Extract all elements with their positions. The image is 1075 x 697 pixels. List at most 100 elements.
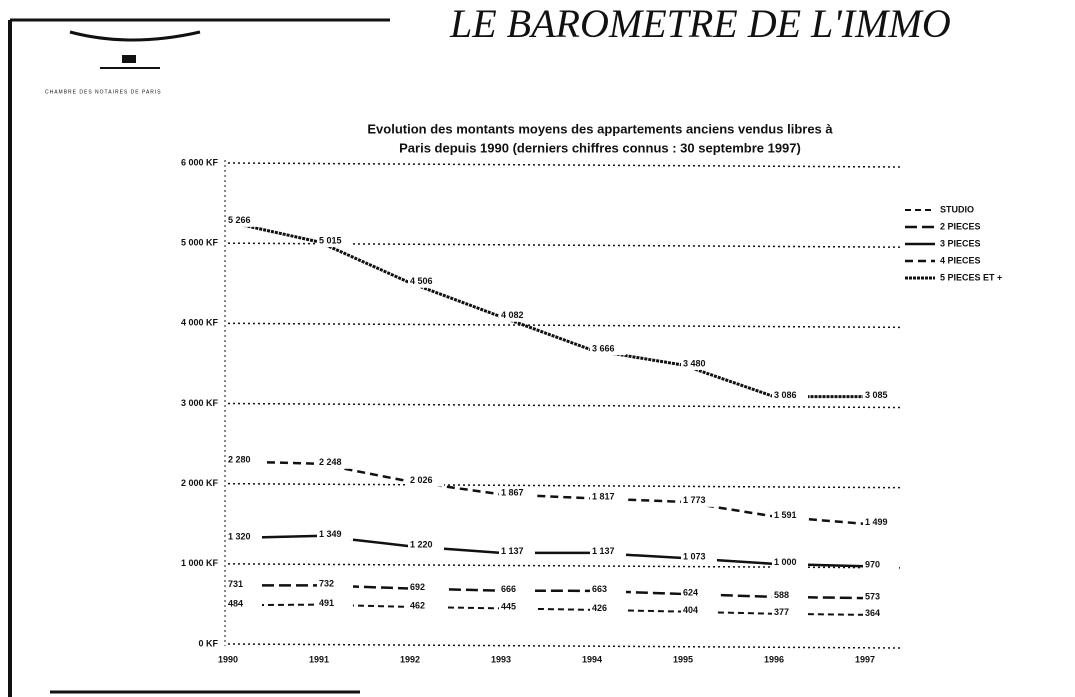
grid-line: [227, 402, 901, 409]
label-bg: [863, 559, 899, 572]
label-bg: [772, 606, 808, 619]
value-label: 692: [410, 582, 425, 592]
value-label: 731: [228, 579, 243, 589]
label-bg: [226, 578, 262, 591]
value-label: 3 480: [683, 358, 706, 368]
value-label: 5 266: [228, 215, 251, 225]
label-bg: [408, 474, 444, 487]
label-bg: [226, 454, 262, 467]
grid-line: [227, 322, 901, 329]
grid-line: [227, 643, 901, 649]
label-bg: [590, 491, 626, 504]
value-label: 1 137: [501, 546, 524, 556]
label-bg: [863, 591, 899, 604]
chart-title: Evolution des montants moyens des appart…: [367, 121, 833, 136]
label-bg: [499, 487, 535, 500]
value-label: 1 000: [774, 557, 797, 567]
value-label: 666: [501, 584, 516, 594]
header-title: LE BAROMETRE DE L'IMMO: [449, 1, 951, 46]
value-label: 377: [774, 607, 789, 617]
value-label: 624: [683, 587, 698, 597]
value-label: 1 817: [592, 492, 615, 502]
label-bg: [681, 550, 717, 563]
grid-line: [227, 482, 901, 489]
label-bg: [317, 597, 353, 610]
value-label: 573: [865, 591, 880, 601]
grid-line: [227, 242, 901, 248]
organization: CHAMBRE DES NOTAIRES DE PARIS: [45, 89, 162, 95]
value-label: 1 137: [592, 546, 615, 556]
value-label: 4 082: [501, 310, 524, 320]
value-label: 404: [683, 605, 698, 615]
value-label: 3 086: [774, 390, 797, 400]
label-bg: [590, 545, 626, 558]
y-tick-label: 6 000 KF: [181, 157, 219, 167]
label-bg: [681, 604, 717, 617]
value-label: 5 015: [319, 235, 342, 245]
value-label: 2 280: [228, 455, 251, 465]
legend-label: 2 PIECES: [940, 221, 981, 231]
value-label: 484: [228, 599, 243, 609]
value-label: 1 591: [774, 510, 797, 520]
y-tick-label: 3 000 KF: [181, 398, 219, 408]
value-label: 462: [410, 600, 425, 610]
legend-label: STUDIO: [940, 204, 974, 214]
frame-left: [8, 20, 12, 697]
label-bg: [408, 599, 444, 612]
y-tick-label: 5 000 KF: [181, 238, 219, 248]
x-tick-label: 1990: [218, 654, 238, 664]
value-label: 1 773: [683, 495, 706, 505]
label-bg: [681, 586, 717, 599]
x-tick-label: 1994: [582, 654, 602, 664]
x-tick-label: 1991: [309, 654, 329, 664]
label-bg: [226, 598, 262, 611]
value-label: 3 085: [865, 390, 888, 400]
label-bg: [317, 456, 353, 469]
x-tick-label: 1993: [491, 654, 511, 664]
label-bg: [317, 528, 353, 541]
y-tick-label: 4 000 KF: [181, 318, 219, 328]
value-label: 1 220: [410, 540, 433, 550]
value-label: 3 666: [592, 343, 615, 353]
label-bg: [408, 539, 444, 552]
value-label: 1 499: [865, 517, 888, 527]
value-label: 445: [501, 602, 516, 612]
label-bg: [590, 583, 626, 596]
label-bg: [408, 581, 444, 594]
grid-line: [227, 162, 901, 168]
value-label: 2 026: [410, 475, 433, 485]
y-tick-label: 2 000 KF: [181, 478, 219, 488]
legend-label: 3 PIECES: [940, 238, 981, 248]
logo-arc: [69, 30, 201, 42]
logo-mark: [122, 55, 136, 63]
label-bg: [863, 516, 899, 529]
label-bg: [681, 494, 717, 507]
legend-label: 5 PIECES ET +: [940, 272, 1002, 282]
value-label: 1 349: [319, 529, 342, 539]
series-line: [227, 603, 866, 616]
label-bg: [499, 309, 535, 322]
x-tick-label: 1997: [855, 654, 875, 664]
label-bg: [863, 607, 899, 620]
value-label: 732: [319, 579, 334, 589]
label-bg: [226, 214, 262, 227]
y-tick-label: 0 KF: [198, 638, 218, 648]
value-label: 588: [774, 590, 789, 600]
label-bg: [772, 556, 808, 569]
label-bg: [408, 275, 444, 288]
label-bg: [863, 389, 899, 402]
x-tick-label: 1992: [400, 654, 420, 664]
label-bg: [681, 358, 717, 371]
label-bg: [590, 343, 626, 356]
value-label: 1 073: [683, 551, 706, 561]
x-tick-label: 1996: [764, 654, 784, 664]
value-label: 4 506: [410, 276, 433, 286]
label-bg: [499, 545, 535, 558]
label-bg: [317, 578, 353, 591]
value-label: 663: [592, 584, 607, 594]
label-bg: [499, 601, 535, 614]
label-bg: [772, 509, 808, 522]
value-label: 2 248: [319, 457, 342, 467]
value-label: 426: [592, 603, 607, 613]
